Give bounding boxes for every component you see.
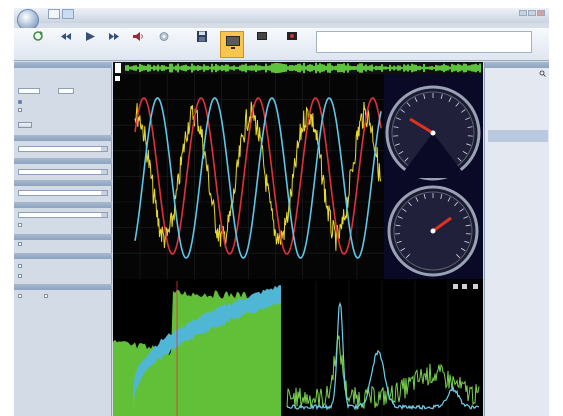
tree-item[interactable] bbox=[488, 130, 548, 136]
panel-group-header bbox=[14, 135, 112, 141]
gauge-panel bbox=[384, 74, 483, 279]
strip-cursor-handle[interactable] bbox=[115, 63, 121, 73]
quick-access-button-1[interactable] bbox=[48, 9, 60, 19]
tree-item[interactable] bbox=[488, 136, 548, 142]
channel-tree-panel bbox=[484, 62, 549, 416]
play-icon bbox=[86, 32, 95, 41]
refresh-icon bbox=[33, 31, 43, 41]
frequency-spectrum-chart[interactable] bbox=[283, 281, 483, 416]
panel-group-header bbox=[14, 62, 112, 68]
option-checkbox[interactable] bbox=[18, 294, 22, 298]
chevron-down-icon bbox=[101, 191, 107, 195]
chart-corner-icon[interactable] bbox=[115, 76, 120, 81]
option-checkbox[interactable] bbox=[18, 100, 22, 104]
ribbon-button-display[interactable] bbox=[252, 30, 272, 54]
quick-access-button-2[interactable] bbox=[62, 9, 74, 19]
cyan-area-series bbox=[133, 285, 281, 410]
sine-trace-red bbox=[134, 97, 382, 255]
ribbon-button-save[interactable] bbox=[192, 30, 212, 54]
channel-settings-panel bbox=[14, 62, 112, 416]
panel-group-header bbox=[14, 202, 112, 208]
title-bar bbox=[14, 8, 549, 31]
panel-group-header bbox=[14, 180, 112, 186]
rewind-icon bbox=[61, 33, 71, 40]
gear-icon bbox=[159, 32, 169, 41]
ribbon-button-recorder[interactable] bbox=[282, 30, 302, 54]
option-checkbox[interactable] bbox=[18, 223, 22, 227]
gauge-needle bbox=[409, 117, 434, 135]
chart-tool-icon[interactable] bbox=[453, 284, 458, 289]
display-icon bbox=[257, 32, 267, 40]
chevron-down-icon bbox=[101, 147, 107, 151]
chevron-down-icon bbox=[101, 170, 107, 174]
value-spinbox[interactable] bbox=[58, 88, 74, 94]
gauge-top bbox=[385, 85, 481, 181]
option-checkbox[interactable] bbox=[18, 264, 22, 268]
speaker-icon bbox=[133, 32, 143, 41]
chart-tool-icon[interactable] bbox=[462, 284, 467, 289]
channel-tree bbox=[488, 76, 548, 172]
cyan-spectrum-trace bbox=[286, 301, 480, 411]
ribbon-button-connect[interactable] bbox=[28, 30, 48, 54]
daq-application-window bbox=[14, 8, 549, 416]
monitor-icon bbox=[226, 36, 240, 49]
chart-tool-icon[interactable] bbox=[473, 284, 478, 289]
maximize-button[interactable] bbox=[528, 10, 536, 16]
save-icon bbox=[197, 31, 207, 42]
apply-button[interactable] bbox=[18, 122, 32, 128]
dropdown-select[interactable] bbox=[18, 169, 108, 175]
panel-group-header bbox=[14, 234, 112, 240]
ribbon-button-options[interactable] bbox=[154, 30, 174, 54]
ribbon-toolbar bbox=[14, 28, 549, 61]
gauge-bottom bbox=[387, 185, 479, 277]
sine-trace-cyan bbox=[134, 97, 382, 259]
ribbon-button-audio[interactable] bbox=[128, 30, 148, 54]
gauge-needle bbox=[432, 216, 452, 233]
option-checkbox[interactable] bbox=[44, 294, 48, 298]
acquisition-info-box bbox=[316, 31, 532, 53]
green-spectrum-trace bbox=[286, 335, 480, 409]
ribbon-button-play[interactable] bbox=[80, 30, 100, 54]
chart-area bbox=[113, 74, 483, 416]
ribbon-button-fast-forward[interactable] bbox=[104, 30, 124, 54]
option-checkbox[interactable] bbox=[18, 242, 22, 246]
spectrum-fill-chart[interactable] bbox=[113, 281, 283, 416]
value-spinbox[interactable] bbox=[18, 88, 40, 94]
chevron-down-icon bbox=[101, 213, 107, 217]
recorder-icon bbox=[287, 32, 297, 40]
tree-item[interactable] bbox=[488, 166, 548, 172]
oscilloscope-chart[interactable] bbox=[113, 74, 384, 279]
minimize-button[interactable] bbox=[519, 10, 527, 16]
record-button[interactable] bbox=[220, 31, 244, 58]
overview-waveform-strip[interactable] bbox=[113, 62, 483, 74]
close-button[interactable] bbox=[537, 10, 545, 16]
option-checkbox[interactable] bbox=[18, 108, 22, 112]
panel-group-header bbox=[14, 253, 112, 259]
search-icon[interactable] bbox=[539, 70, 546, 77]
panel-group-header bbox=[14, 158, 112, 164]
fast-forward-icon bbox=[109, 33, 119, 40]
panel-group-header bbox=[14, 284, 112, 290]
green-area-series bbox=[113, 289, 281, 416]
option-checkbox[interactable] bbox=[18, 274, 22, 278]
dropdown-select[interactable] bbox=[18, 190, 108, 196]
dropdown-select[interactable] bbox=[18, 146, 108, 152]
dropdown-select[interactable] bbox=[18, 212, 108, 218]
noisy-signal-trace bbox=[134, 101, 382, 251]
panel-group-header bbox=[485, 62, 549, 68]
ribbon-button-rewind[interactable] bbox=[56, 30, 76, 54]
